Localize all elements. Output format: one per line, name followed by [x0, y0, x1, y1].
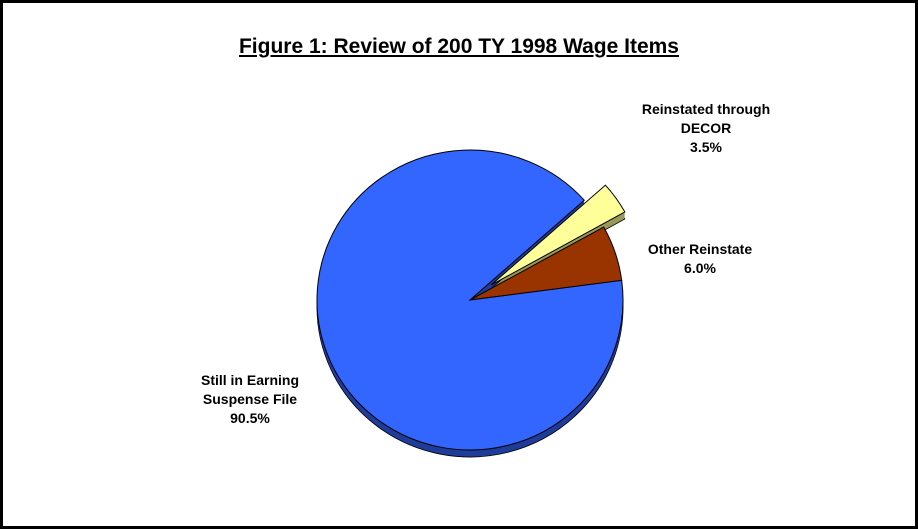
slice-name: Still in Earning Suspense File: [200, 372, 299, 407]
slice-name: Reinstated through DECOR: [641, 101, 771, 136]
pie-slice: [316, 149, 624, 451]
slice-value: 90.5%: [230, 410, 270, 426]
pie-slice: [490, 184, 626, 286]
slice-name: Other Reinstate: [647, 241, 753, 257]
slice-label: Reinstated through DECOR 3.5%: [631, 100, 781, 157]
slice-value: 6.0%: [684, 260, 716, 276]
pie-area: [316, 149, 626, 458]
slice-value: 3.5%: [690, 139, 722, 155]
slice-label: Still in Earning Suspense File 90.5%: [170, 371, 330, 428]
chart-title: Figure 1: Review of 200 TY 1998 Wage Ite…: [238, 35, 679, 58]
slice-label: Other Reinstate 6.0%: [625, 240, 775, 278]
